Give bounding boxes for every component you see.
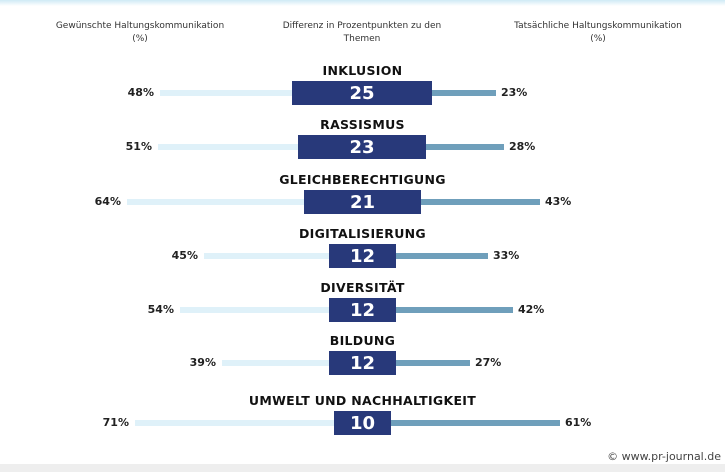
actual-bar [391, 420, 560, 426]
copyright: © www.pr-journal.de [607, 450, 721, 463]
actual-bar [396, 360, 470, 366]
row-title: GLEICHBERECHTIGUNG [279, 172, 446, 187]
difference-box: 12 [329, 244, 396, 268]
wanted-bar [135, 420, 334, 426]
row-title: RASSISMUS [320, 117, 405, 132]
actual-bar [432, 90, 496, 96]
actual-bar [396, 307, 513, 313]
chart-row: DIVERSITÄT 54% 12 42% [0, 280, 725, 334]
wanted-value: 64% [94, 195, 121, 208]
difference-box: 21 [304, 190, 421, 214]
actual-value: 33% [493, 249, 520, 262]
actual-bar [426, 144, 504, 150]
chart-row: INKLUSION 48% 25 23% [0, 63, 725, 117]
wanted-value: 51% [125, 140, 152, 153]
actual-bar [421, 199, 540, 205]
chart-row: BILDUNG 39% 12 27% [0, 333, 725, 387]
difference-box: 10 [334, 411, 391, 435]
top-band [0, 0, 725, 6]
wanted-value: 39% [189, 356, 216, 369]
difference-box: 25 [292, 81, 432, 105]
actual-bar [396, 253, 488, 259]
row-title: INKLUSION [322, 63, 403, 78]
chart-row: DIGITALISIERUNG 45% 12 33% [0, 226, 725, 280]
header-difference: Differenz in Prozentpunkten zu den Theme… [282, 21, 442, 44]
wanted-bar [180, 307, 329, 313]
row-title: DIVERSITÄT [320, 280, 405, 295]
wanted-bar [204, 253, 329, 259]
wanted-value: 48% [127, 86, 154, 99]
actual-value: 23% [501, 86, 528, 99]
actual-value: 61% [565, 416, 592, 429]
chart-row: RASSISMUS 51% 23 28% [0, 117, 725, 171]
difference-box: 12 [329, 298, 396, 322]
actual-value: 43% [545, 195, 572, 208]
actual-value: 28% [509, 140, 536, 153]
footer-bar [0, 464, 725, 472]
actual-value: 27% [475, 356, 502, 369]
header-wanted: Gewünschte Haltungskommunikation (%) [55, 21, 225, 44]
actual-value: 42% [518, 303, 545, 316]
difference-box: 12 [329, 351, 396, 375]
chart-row: GLEICHBERECHTIGUNG 64% 21 43% [0, 172, 725, 226]
wanted-value: 54% [147, 303, 174, 316]
wanted-bar [222, 360, 329, 366]
header-actual: Tatsächliche Haltungskommunikation (%) [514, 21, 682, 44]
chart-row: UMWELT UND NACHHALTIGKEIT 71% 10 61% [0, 393, 725, 447]
difference-box: 23 [298, 135, 426, 159]
row-title: BILDUNG [329, 333, 396, 348]
wanted-bar [127, 199, 304, 205]
wanted-value: 71% [102, 416, 129, 429]
wanted-bar [160, 90, 292, 96]
row-title: UMWELT UND NACHHALTIGKEIT [248, 393, 477, 408]
row-title: DIGITALISIERUNG [299, 226, 426, 241]
wanted-bar [158, 144, 298, 150]
wanted-value: 45% [171, 249, 198, 262]
